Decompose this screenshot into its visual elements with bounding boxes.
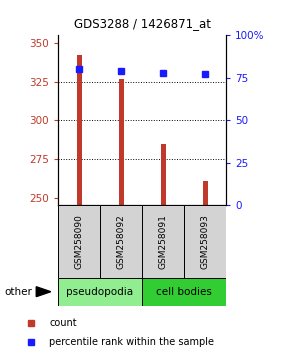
Text: GSM258091: GSM258091 [159,214,168,269]
Text: cell bodies: cell bodies [156,287,212,297]
Bar [119,79,124,205]
Bar [161,143,166,205]
Text: GSM258092: GSM258092 [117,214,126,269]
Text: percentile rank within the sample: percentile rank within the sample [49,337,214,347]
Bar [100,205,142,278]
Text: count: count [49,318,77,328]
Text: other: other [4,287,32,297]
Text: GSM258093: GSM258093 [201,214,210,269]
Polygon shape [36,287,51,297]
Bar [142,278,226,306]
Text: pseudopodia: pseudopodia [66,287,134,297]
Bar [77,56,81,205]
Text: GDS3288 / 1426871_at: GDS3288 / 1426871_at [74,17,211,30]
Bar [58,205,100,278]
Text: GSM258090: GSM258090 [75,214,84,269]
Bar [184,205,226,278]
Bar [142,205,184,278]
Bar [203,181,208,205]
Bar [58,278,142,306]
